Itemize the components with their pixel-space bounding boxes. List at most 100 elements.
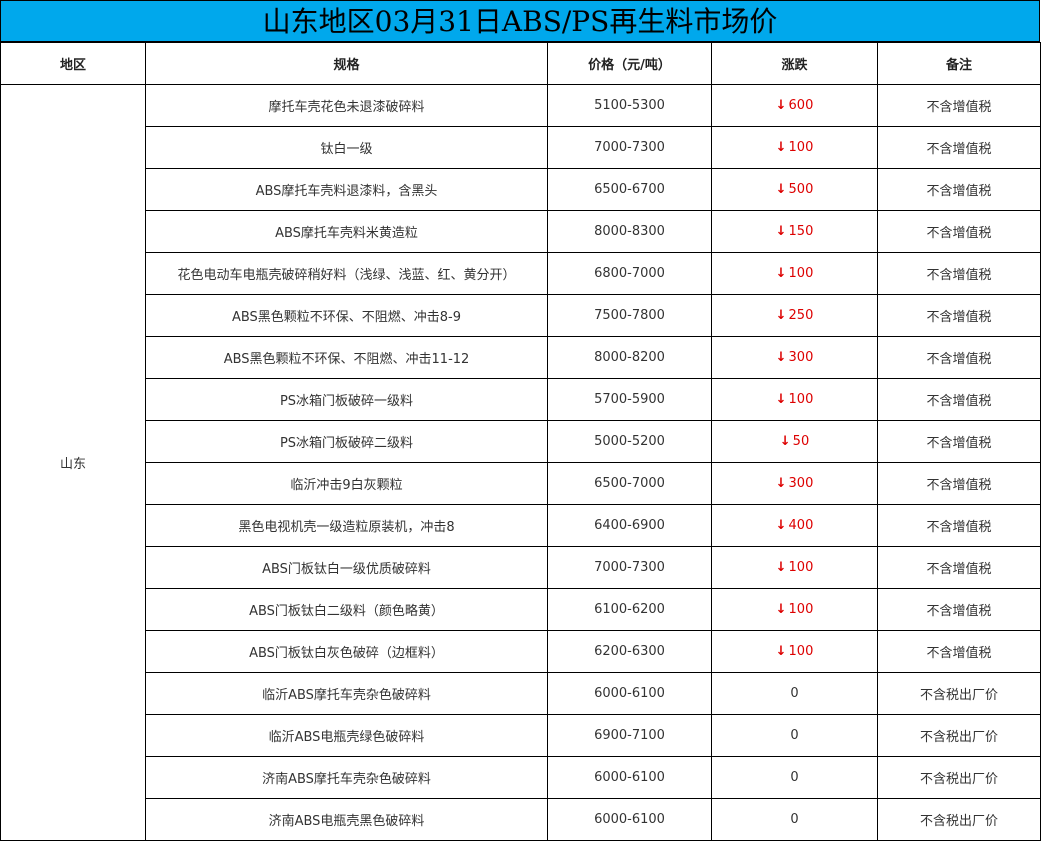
price-cell: 6400-6900 — [547, 504, 712, 547]
table-row: 花色电动车电瓶壳破碎稍好料（浅绿、浅蓝、红、黄分开） 6800-7000 ↓ 100 不… — [1, 252, 1041, 295]
note-cell: 不含税出厂价 — [877, 672, 1041, 715]
change-value: 250 — [788, 308, 814, 323]
change-cell: ↓ 100 — [711, 252, 878, 295]
down-arrow-icon: ↓ — [779, 434, 791, 449]
table-row: PS冰箱门板破碎二级料 5000-5200 ↓ 50 不含增值税 — [1, 420, 1041, 463]
price-cell: 5100-5300 — [547, 84, 712, 127]
spec-cell: 摩托车壳花色未退漆破碎料 — [145, 84, 548, 127]
price-cell: 6000-6100 — [547, 672, 712, 715]
spec-cell: ABS摩托车壳料米黄造粒 — [145, 210, 548, 253]
table-row: 钛白一级 7000-7300 ↓ 100 不含增值税 — [1, 126, 1041, 169]
table-row: ABS门板钛白二级料（颜色略黄） 6100-6200 ↓ 100 不含增值税 — [1, 588, 1041, 631]
price-cell: 6200-6300 — [547, 630, 712, 673]
change-cell: ↓ 150 — [711, 210, 878, 253]
down-arrow-icon: ↓ — [775, 350, 787, 365]
change-cell: ↓ 100 — [711, 588, 878, 631]
table-row: PS冰箱门板破碎一级料 5700-5900 ↓ 100 不含增值税 — [1, 378, 1041, 421]
table-row: ABS黑色颗粒不环保、不阻燃、冲击8-9 7500-7800 ↓ 250 不含增值税 — [1, 294, 1041, 337]
table-row: 黑色电视机壳一级造粒原装机，冲击8 6400-6900 ↓ 400 不含增值税 — [1, 504, 1041, 547]
sheet-title: 山东地区03月31日ABS/PS再生料市场价 — [0, 0, 1040, 42]
change-cell: ↓ 250 — [711, 294, 878, 337]
note-cell: 不含税出厂价 — [877, 798, 1041, 841]
change-cell: ↓ 100 — [711, 378, 878, 421]
change-value: 50 — [792, 434, 810, 449]
table-row: ABS门板钛白一级优质破碎料 7000-7300 ↓ 100 不含增值税 — [1, 546, 1041, 589]
table-row: 临沂冲击9白灰颗粒 6500-7000 ↓ 300 不含增值税 — [1, 462, 1041, 505]
header-region: 地区 — [0, 42, 146, 85]
change-cell: ↓ 300 — [711, 336, 878, 379]
table-row: 临沂ABS摩托车壳杂色破碎料 6000-6100 0 不含税出厂价 — [1, 672, 1041, 715]
note-cell: 不含增值税 — [877, 336, 1041, 379]
price-cell: 6000-6100 — [547, 798, 712, 841]
table-row: 临沂ABS电瓶壳绿色破碎料 6900-7100 0 不含税出厂价 — [1, 714, 1041, 757]
note-cell: 不含增值税 — [877, 630, 1041, 673]
header-row: 地区 规格 价格（元/吨） 涨跌 备注 — [0, 42, 1041, 85]
note-cell: 不含增值税 — [877, 378, 1041, 421]
change-value: 0 — [790, 770, 799, 785]
price-table: 地区 规格 价格（元/吨） 涨跌 备注 山东 摩托车壳花色未退漆破碎料 5100-5… — [0, 42, 1041, 841]
change-value: 0 — [790, 686, 799, 701]
change-cell: ↓ 400 — [711, 504, 878, 547]
change-cell: 0 — [711, 672, 878, 715]
table-row: ABS摩托车壳料米黄造粒 8000-8300 ↓ 150 不含增值税 — [1, 210, 1041, 253]
note-cell: 不含增值税 — [877, 210, 1041, 253]
change-value: 150 — [788, 224, 814, 239]
down-arrow-icon: ↓ — [775, 602, 787, 617]
header-note: 备注 — [877, 42, 1041, 85]
price-cell: 6100-6200 — [547, 588, 712, 631]
change-value: 300 — [788, 350, 814, 365]
spec-cell: 花色电动车电瓶壳破碎稍好料（浅绿、浅蓝、红、黄分开） — [145, 252, 548, 295]
header-change: 涨跌 — [711, 42, 878, 85]
spec-cell: 临沂ABS电瓶壳绿色破碎料 — [145, 714, 548, 757]
table-row: 济南ABS摩托车壳杂色破碎料 6000-6100 0 不含税出厂价 — [1, 756, 1041, 799]
note-cell: 不含增值税 — [877, 504, 1041, 547]
note-cell: 不含增值税 — [877, 168, 1041, 211]
change-value: 300 — [788, 476, 814, 491]
header-price: 价格（元/吨） — [547, 42, 712, 85]
down-arrow-icon: ↓ — [775, 182, 787, 197]
change-cell: ↓ 50 — [711, 420, 878, 463]
change-value: 500 — [788, 182, 814, 197]
change-cell: ↓ 100 — [711, 546, 878, 589]
table-row: ABS摩托车壳料退漆料，含黑头 6500-6700 ↓ 500 不含增值税 — [1, 168, 1041, 211]
price-cell: 6000-6100 — [547, 756, 712, 799]
spec-cell: 临沂冲击9白灰颗粒 — [145, 462, 548, 505]
spec-cell: ABS门板钛白灰色破碎（边框料） — [145, 630, 548, 673]
note-cell: 不含增值税 — [877, 588, 1041, 631]
spec-cell: ABS摩托车壳料退漆料，含黑头 — [145, 168, 548, 211]
down-arrow-icon: ↓ — [775, 308, 787, 323]
down-arrow-icon: ↓ — [775, 98, 787, 113]
change-cell: ↓ 100 — [711, 126, 878, 169]
change-value: 400 — [788, 518, 814, 533]
change-value: 600 — [788, 98, 814, 113]
change-cell: ↓ 500 — [711, 168, 878, 211]
note-cell: 不含税出厂价 — [877, 714, 1041, 757]
change-cell: ↓ 100 — [711, 630, 878, 673]
change-cell: ↓ 300 — [711, 462, 878, 505]
note-cell: 不含增值税 — [877, 252, 1041, 295]
price-cell: 8000-8200 — [547, 336, 712, 379]
spec-cell: ABS黑色颗粒不环保、不阻燃、冲击8-9 — [145, 294, 548, 337]
change-value: 100 — [788, 266, 814, 281]
note-cell: 不含增值税 — [877, 84, 1041, 127]
price-cell: 6900-7100 — [547, 714, 712, 757]
table-row: ABS黑色颗粒不环保、不阻燃、冲击11-12 8000-8200 ↓ 300 不含增值税 — [1, 336, 1041, 379]
down-arrow-icon: ↓ — [775, 266, 787, 281]
down-arrow-icon: ↓ — [775, 560, 787, 575]
down-arrow-icon: ↓ — [775, 140, 787, 155]
note-cell: 不含增值税 — [877, 546, 1041, 589]
spec-cell: 临沂ABS摩托车壳杂色破碎料 — [145, 672, 548, 715]
price-cell: 6500-6700 — [547, 168, 712, 211]
spec-cell: ABS门板钛白二级料（颜色略黄） — [145, 588, 548, 631]
spec-cell: 济南ABS摩托车壳杂色破碎料 — [145, 756, 548, 799]
region-cell: 山东 — [0, 84, 146, 841]
change-value: 0 — [790, 728, 799, 743]
change-value: 100 — [788, 140, 814, 155]
table-row: 山东 摩托车壳花色未退漆破碎料 5100-5300 ↓ 600 不含增值税 — [0, 84, 1041, 841]
note-cell: 不含增值税 — [877, 294, 1041, 337]
spec-cell: PS冰箱门板破碎二级料 — [145, 420, 548, 463]
down-arrow-icon: ↓ — [775, 518, 787, 533]
note-cell: 不含税出厂价 — [877, 756, 1041, 799]
spec-cell: 钛白一级 — [145, 126, 548, 169]
